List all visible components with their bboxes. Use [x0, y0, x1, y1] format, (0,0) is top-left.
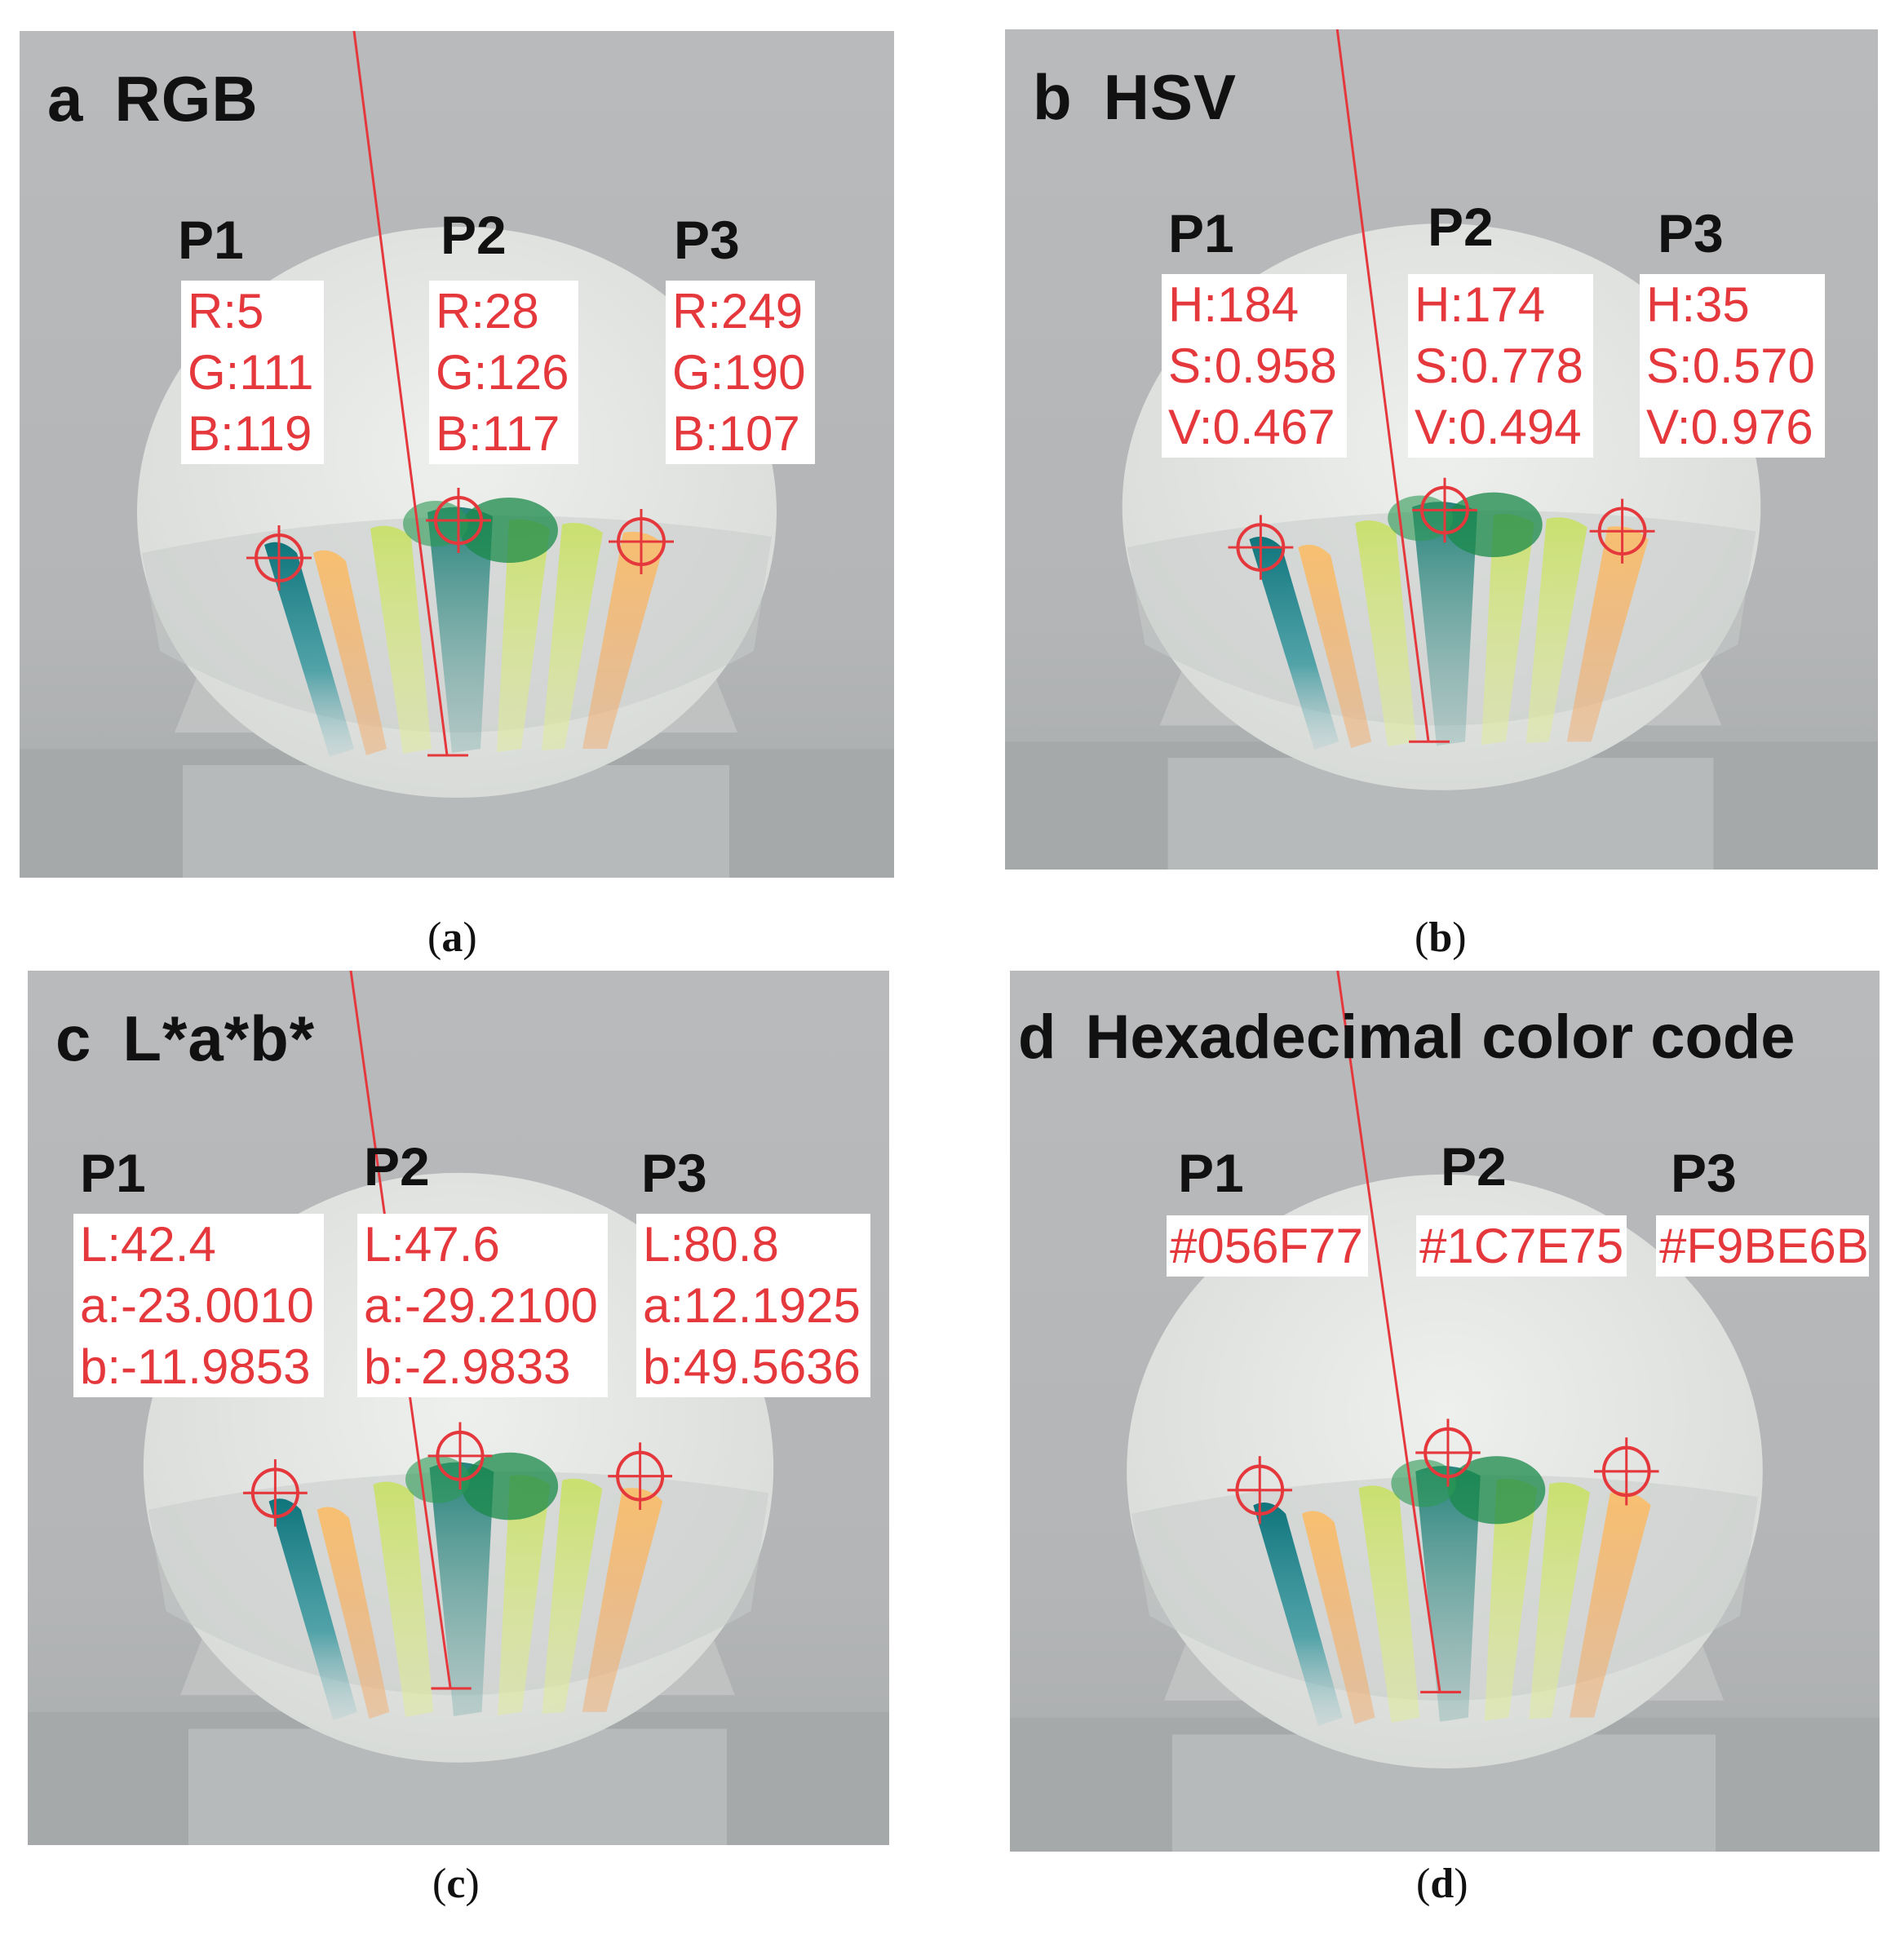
value-box-p1: H:184 S:0.958 V:0.467	[1162, 274, 1347, 458]
crosshair-icon-p2	[1410, 476, 1479, 545]
value-box-p3: L:80.8 a:12.1925 b:49.5636	[636, 1214, 870, 1397]
panel-b: b HSV P1 P2 P3 H:184 S:0.958 V:0.467 H:174 S…	[1005, 29, 1878, 870]
annotation-overlay	[1226, 29, 1657, 743]
crosshair-icon-p2	[428, 1423, 493, 1490]
measurement-line	[1336, 971, 1441, 1693]
crosshair-icon-p3	[1594, 1437, 1659, 1505]
caption-a: (a)	[427, 914, 477, 961]
crosshair-icon-p1	[1226, 513, 1295, 582]
point-label-p3: P3	[641, 1143, 707, 1203]
value-box-p1: L:42.4 a:-23.0010 b:-11.9853	[73, 1214, 324, 1397]
point-label-p1: P1	[178, 210, 244, 270]
point-label-p2: P2	[1441, 1136, 1507, 1197]
panel-title: c L*a*b*	[55, 1002, 316, 1074]
crosshair-icon-p3	[608, 1442, 672, 1510]
point-label-p1: P1	[80, 1143, 146, 1203]
crosshair-icon-p1	[243, 1459, 308, 1527]
panel-c: c L*a*b* P1 P2 P3 L:42.4 a:-23.0010 b:-11.9…	[28, 971, 889, 1845]
measurement-line	[352, 31, 449, 756]
value-box-p2: #1C7E75	[1416, 1215, 1627, 1277]
value-box-p2: L:47.6 a:-29.2100 b:-2.9833	[357, 1214, 608, 1397]
caption-c: (c)	[432, 1861, 480, 1907]
point-label-p2: P2	[364, 1136, 430, 1197]
point-label-p3: P3	[674, 210, 740, 270]
point-label-p2: P2	[441, 205, 507, 265]
value-box-p3: H:35 S:0.570 V:0.976	[1640, 274, 1825, 458]
panel-d: d Hexadecimal color code P1 P2 P3 #056F77…	[1010, 971, 1880, 1852]
value-box-p2: R:28 G:126 B:117	[429, 281, 579, 464]
annotation-overlay	[28, 971, 889, 1690]
annotation-overlay	[245, 31, 675, 757]
annotation-overlay	[1010, 971, 1880, 1693]
measurement-line	[1335, 29, 1430, 742]
crosshair-icon-p1	[245, 524, 313, 592]
value-box-p3: R:249 G:190 B:107	[666, 281, 816, 464]
value-box-p2: H:174 S:0.778 V:0.494	[1408, 274, 1593, 458]
crosshair-icon-p3	[607, 507, 675, 576]
point-label-p3: P3	[1658, 203, 1724, 263]
value-box-p1: #056F77	[1167, 1215, 1368, 1277]
panel-title: b HSV	[1033, 61, 1238, 133]
point-label-p2: P2	[1428, 197, 1494, 257]
caption-d: (d)	[1416, 1861, 1468, 1907]
point-label-p3: P3	[1671, 1143, 1737, 1203]
value-box-p1: R:5 G:111 B:119	[181, 281, 324, 464]
crosshair-icon-p1	[1228, 1456, 1293, 1524]
panel-title: a RGB	[47, 63, 259, 135]
caption-b: (b)	[1415, 914, 1467, 961]
value-box-p3: #F9BE6B	[1656, 1215, 1869, 1277]
panel-title: d Hexadecimal color code	[1018, 1002, 1796, 1072]
crosshair-icon-p2	[424, 486, 493, 555]
crosshair-icon-p3	[1587, 497, 1657, 565]
point-label-p1: P1	[1178, 1143, 1244, 1203]
panel-a: a RGB P1 P2 P3 R:5 G:111 B:119 R:28 G:126 B:1…	[20, 31, 894, 878]
point-label-p1: P1	[1168, 203, 1234, 263]
crosshair-icon-p2	[1415, 1418, 1481, 1486]
